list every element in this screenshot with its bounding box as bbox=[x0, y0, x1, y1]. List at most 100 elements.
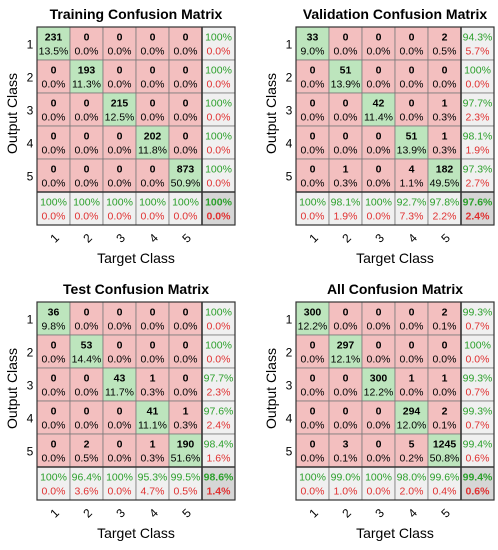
row-error-label: 2.3% bbox=[207, 387, 231, 399]
row-correct-label: 99.3% bbox=[463, 406, 493, 418]
cell-count-label: 0 bbox=[51, 406, 57, 418]
cell-percent-label: 0.0% bbox=[108, 46, 132, 58]
col-correct-label: 99.0% bbox=[331, 472, 361, 484]
cell-count-label: 51 bbox=[340, 65, 352, 77]
cell-percent-label: 0.0% bbox=[108, 145, 132, 157]
x-tick-label: 2 bbox=[339, 506, 354, 521]
col-error-label: 0.0% bbox=[174, 211, 198, 223]
row-error-label: 0.7% bbox=[466, 387, 490, 399]
panel-title: Validation Confusion Matrix bbox=[303, 6, 488, 22]
cell-count-label: 0 bbox=[117, 406, 123, 418]
cell-percent-label: 11.7% bbox=[105, 387, 134, 399]
matrix-border bbox=[36, 301, 236, 501]
col-error-label: 4.7% bbox=[141, 486, 165, 498]
matrix-cell bbox=[361, 301, 396, 336]
col-error-label: 2.0% bbox=[400, 486, 424, 498]
col-error-label: 0.0% bbox=[108, 486, 132, 498]
cell-count-label: 873 bbox=[177, 164, 195, 176]
col-error-label: 0.0% bbox=[301, 211, 325, 223]
cell-count-label: 0 bbox=[84, 164, 90, 176]
cell-percent-label: 0.0% bbox=[367, 354, 391, 366]
col-summary-cell bbox=[427, 466, 462, 501]
cell-count-label: 0 bbox=[51, 439, 57, 451]
cell-count-label: 42 bbox=[373, 98, 385, 110]
row-error-label: 2.3% bbox=[466, 112, 490, 124]
cell-percent-label: 51.6% bbox=[171, 453, 201, 465]
cell-count-label: 41 bbox=[147, 406, 159, 418]
cell-count-label: 0 bbox=[51, 340, 57, 352]
cell-percent-label: 0.0% bbox=[334, 112, 358, 124]
cell-count-label: 190 bbox=[177, 439, 195, 451]
cell-count-label: 2 bbox=[442, 406, 448, 418]
row-error-label: 2.4% bbox=[207, 420, 231, 432]
matrix-cell bbox=[69, 26, 104, 61]
cell-percent-label: 0.0% bbox=[301, 178, 325, 190]
cell-percent-label: 9.8% bbox=[42, 321, 66, 333]
row-error-label: 0.0% bbox=[207, 112, 231, 124]
matrix-cell bbox=[361, 158, 396, 193]
y-tick-label: 2 bbox=[27, 346, 34, 360]
matrix-cell bbox=[135, 92, 170, 127]
cell-percent-label: 0.0% bbox=[400, 354, 424, 366]
cell-percent-label: 11.3% bbox=[72, 79, 101, 91]
cell-count-label: 193 bbox=[78, 65, 96, 77]
cell-percent-label: 12.5% bbox=[105, 112, 135, 124]
cell-percent-label: 0.0% bbox=[367, 145, 391, 157]
cell-percent-label: 0.1% bbox=[433, 420, 457, 432]
cell-count-label: 0 bbox=[376, 32, 382, 44]
cell-count-label: 0 bbox=[343, 131, 349, 143]
row-correct-label: 100% bbox=[464, 340, 491, 352]
y-tick-label: 1 bbox=[27, 38, 34, 52]
cell-percent-label: 0.0% bbox=[108, 453, 132, 465]
cell-percent-label: 0.0% bbox=[108, 354, 132, 366]
matrix-cell bbox=[427, 158, 462, 193]
cell-percent-label: 0.3% bbox=[433, 112, 457, 124]
cell-percent-label: 0.0% bbox=[301, 79, 325, 91]
row-error-label: 5.7% bbox=[466, 46, 490, 58]
cell-count-label: 0 bbox=[84, 98, 90, 110]
total-cell bbox=[201, 191, 236, 226]
matrix-border bbox=[36, 26, 236, 226]
cell-count-label: 51 bbox=[406, 131, 418, 143]
matrix-cell bbox=[69, 125, 104, 160]
cell-count-label: 1 bbox=[150, 439, 156, 451]
matrix-cell bbox=[328, 59, 363, 94]
cell-count-label: 0 bbox=[183, 32, 189, 44]
matrix-cell bbox=[36, 334, 71, 369]
matrix-cell bbox=[135, 158, 170, 193]
cell-count-label: 202 bbox=[144, 131, 162, 143]
matrix-cell bbox=[427, 92, 462, 127]
col-summary-cell bbox=[168, 466, 203, 501]
matrix-cell bbox=[427, 400, 462, 435]
y-tick-label: 5 bbox=[286, 170, 293, 184]
cell-percent-label: 0.0% bbox=[174, 387, 198, 399]
total-error-label: 0.0% bbox=[207, 211, 232, 223]
cell-count-label: 0 bbox=[409, 65, 415, 77]
y-tick-label: 2 bbox=[27, 71, 34, 85]
x-tick-label: 4 bbox=[405, 231, 420, 246]
x-tick-label: 2 bbox=[339, 231, 354, 246]
cell-percent-label: 0.3% bbox=[141, 453, 165, 465]
row-correct-label: 100% bbox=[205, 65, 232, 77]
x-tick-label: 4 bbox=[146, 506, 161, 521]
cell-percent-label: 0.0% bbox=[108, 321, 132, 333]
cell-percent-label: 9.0% bbox=[301, 46, 325, 58]
panel-title: Training Confusion Matrix bbox=[50, 6, 223, 22]
matrix-cell bbox=[328, 367, 363, 402]
y-axis-label: Output Class bbox=[263, 73, 279, 154]
col-correct-label: 100% bbox=[73, 197, 100, 209]
cell-count-label: 0 bbox=[183, 65, 189, 77]
total-error-label: 2.4% bbox=[466, 211, 491, 223]
col-correct-label: 95.3% bbox=[138, 472, 168, 484]
x-tick-label: 5 bbox=[179, 231, 194, 246]
cell-percent-label: 0.0% bbox=[174, 354, 198, 366]
cell-percent-label: 13.5% bbox=[39, 46, 69, 58]
row-summary-cell bbox=[460, 92, 495, 127]
col-correct-label: 100% bbox=[40, 197, 67, 209]
matrix-cell bbox=[295, 334, 330, 369]
col-error-label: 3.6% bbox=[75, 486, 99, 498]
col-correct-label: 97.8% bbox=[430, 197, 460, 209]
cell-count-label: 0 bbox=[117, 439, 123, 451]
